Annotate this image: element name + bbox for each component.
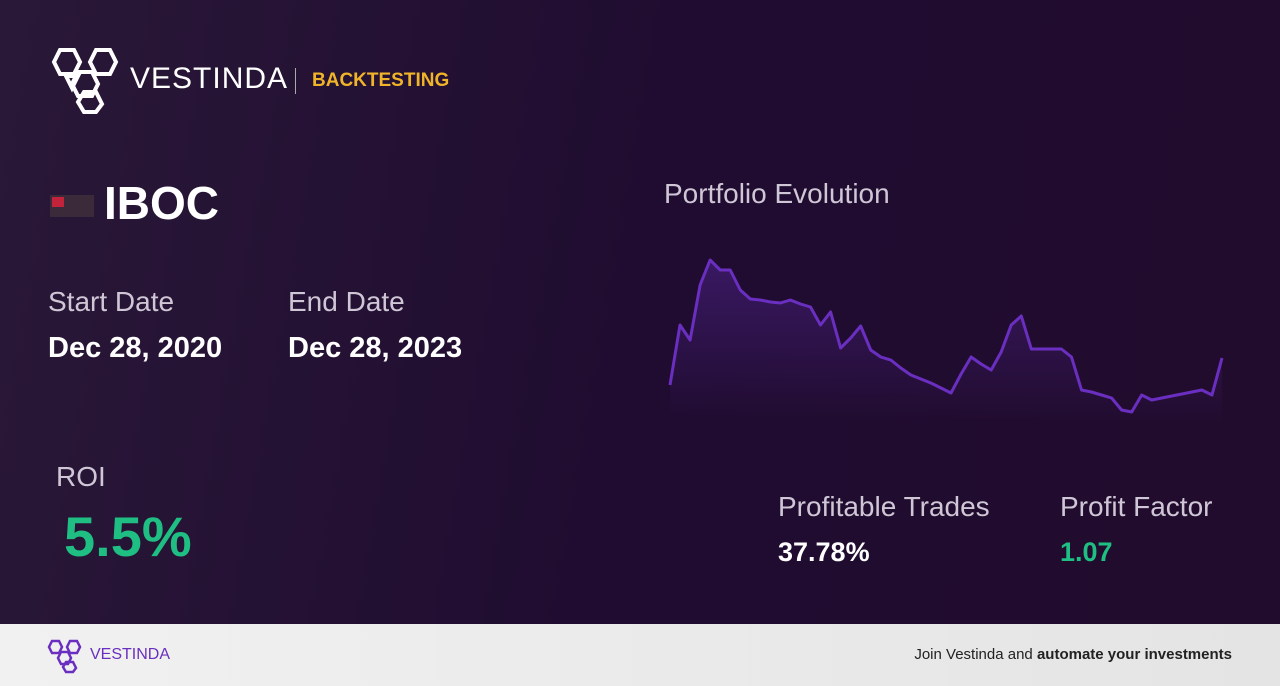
end-value: Dec 28, 2023 — [288, 332, 463, 364]
ticker: IBOC — [104, 177, 219, 229]
trades-label: Profitable Trades — [778, 491, 990, 522]
start-value: Dec 28, 2020 — [48, 332, 223, 364]
chart — [668, 258, 1224, 422]
pf-label: Profit Factor — [1060, 491, 1213, 522]
section: BACKTESTING — [312, 70, 450, 91]
trades-value: 37.78% — [778, 537, 870, 567]
area — [670, 260, 1222, 422]
roi-label: ROI — [56, 461, 106, 492]
logo-icon — [51, 48, 119, 114]
end-label: End Date — [288, 286, 405, 317]
line — [668, 258, 1224, 414]
cta-bold: automate your investments — [1036, 646, 1232, 663]
roi-value: 5.5% — [64, 505, 192, 568]
card: VESTINDA BACKTESTING IBOC Start Date Dec… — [0, 0, 1280, 624]
footer-brand: VESTINDA — [90, 646, 171, 663]
divider — [295, 68, 296, 94]
chart-title: Portfolio Evolution — [664, 178, 890, 209]
cta: Join Vestinda and automate your investme… — [914, 646, 1232, 663]
start-label: Start Date — [48, 286, 175, 317]
ticker-logo — [50, 195, 94, 217]
brand: VESTINDA — [130, 62, 289, 95]
footer-logo — [47, 639, 82, 674]
cta-prefix: Join Vestinda and — [914, 646, 1033, 663]
footer: VESTINDA Join Vestinda and automate your… — [0, 624, 1280, 686]
pf-value: 1.07 — [1060, 537, 1113, 567]
